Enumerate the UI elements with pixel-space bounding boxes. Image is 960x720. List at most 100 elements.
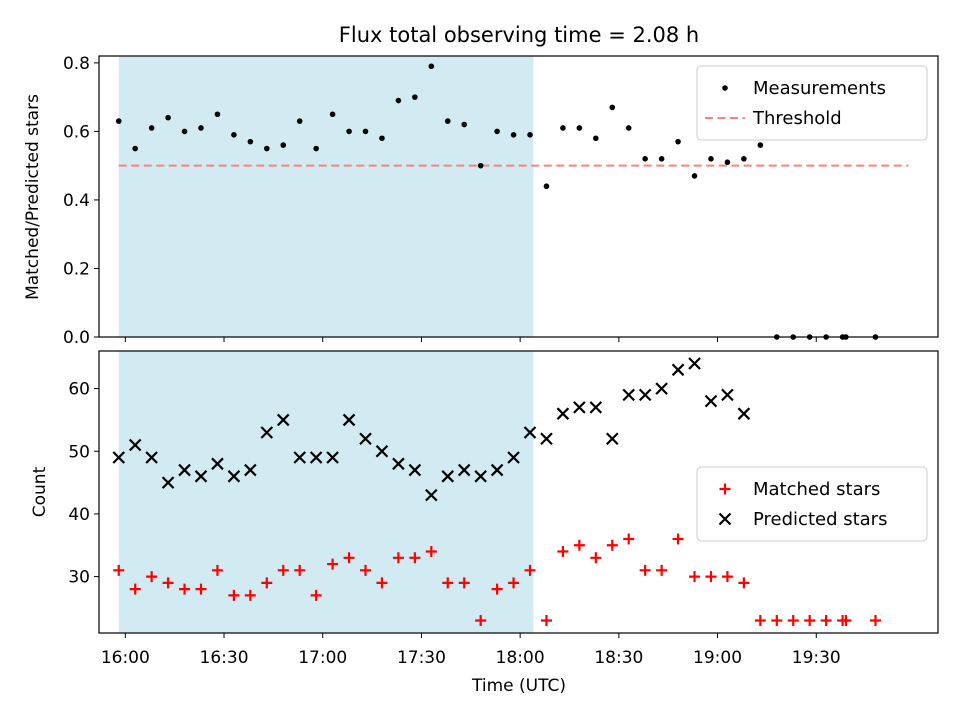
x-tick-label: 19:30 bbox=[792, 648, 841, 668]
data-point bbox=[379, 135, 385, 142]
data-point bbox=[688, 357, 701, 370]
data-point bbox=[194, 470, 208, 483]
data-point bbox=[198, 125, 204, 131]
legend-marker bbox=[718, 512, 732, 526]
data-point bbox=[179, 583, 191, 595]
data-point bbox=[556, 407, 570, 420]
data-point bbox=[161, 476, 175, 489]
data-point bbox=[360, 564, 372, 576]
legend: Measurements Threshold bbox=[696, 65, 928, 141]
data-point bbox=[491, 583, 503, 595]
data-point bbox=[655, 382, 668, 395]
data-point bbox=[738, 577, 750, 589]
data-point bbox=[672, 533, 684, 545]
data-point bbox=[507, 451, 520, 464]
data-point bbox=[408, 463, 422, 477]
data-point bbox=[757, 142, 764, 148]
observing-window-span bbox=[118, 351, 534, 633]
data-point bbox=[724, 159, 731, 166]
data-point bbox=[441, 470, 455, 483]
data-point bbox=[425, 488, 438, 502]
data-point bbox=[342, 413, 356, 427]
data-point bbox=[771, 614, 783, 626]
count-y-axis-label: Count bbox=[30, 466, 50, 517]
data-point bbox=[573, 401, 586, 414]
data-point bbox=[261, 577, 273, 589]
y-tick-label: 0.0 bbox=[63, 328, 90, 348]
data-point bbox=[128, 438, 142, 452]
data-point bbox=[211, 457, 224, 471]
ratio-y-axis-label: Matched/Predicted stars bbox=[23, 94, 43, 300]
data-point bbox=[228, 589, 240, 601]
data-point bbox=[593, 135, 599, 142]
count-panel: 30 40 50 60 16:00 16:30 17:00 17:30 18:00 18:30 19… bbox=[68, 350, 939, 668]
legend-label: Threshold bbox=[752, 108, 842, 129]
data-point bbox=[623, 533, 635, 545]
legend-box bbox=[696, 466, 928, 542]
data-point bbox=[409, 552, 421, 564]
y-tick-label: 0.6 bbox=[63, 122, 90, 142]
data-point bbox=[540, 432, 553, 446]
data-point bbox=[244, 463, 257, 477]
data-point bbox=[310, 589, 322, 601]
data-point bbox=[329, 111, 336, 118]
y-tick-label: 0.4 bbox=[63, 191, 90, 211]
data-point bbox=[442, 577, 454, 589]
ratio-panel: 0.0 0.2 0.4 0.6 0.8 Measurements Threshold bbox=[63, 54, 939, 348]
data-point bbox=[704, 394, 718, 408]
data-point bbox=[869, 614, 881, 626]
data-point bbox=[313, 145, 319, 152]
data-point bbox=[590, 552, 602, 564]
legend-box bbox=[696, 65, 928, 141]
data-point bbox=[589, 401, 603, 414]
x-tick-label: 17:00 bbox=[298, 648, 347, 668]
data-point bbox=[625, 125, 632, 131]
data-point bbox=[671, 363, 685, 377]
data-point bbox=[327, 558, 339, 570]
data-point bbox=[359, 432, 372, 446]
legend-label: Matched stars bbox=[753, 479, 880, 500]
data-point bbox=[276, 413, 290, 427]
data-point bbox=[461, 121, 468, 128]
observing-window-span bbox=[118, 56, 534, 337]
y-tick-label: 0.2 bbox=[63, 259, 90, 279]
data-point bbox=[658, 156, 665, 162]
data-point bbox=[705, 571, 717, 583]
data-point bbox=[425, 546, 437, 558]
data-point bbox=[721, 571, 733, 583]
data-point bbox=[741, 156, 747, 162]
data-point bbox=[211, 564, 223, 576]
data-point bbox=[343, 552, 355, 564]
data-point bbox=[231, 132, 237, 138]
data-point bbox=[146, 571, 158, 583]
data-point bbox=[543, 183, 550, 190]
data-point bbox=[689, 571, 701, 583]
data-point bbox=[754, 614, 766, 626]
data-point bbox=[494, 128, 500, 135]
legend-label: Predicted stars bbox=[753, 509, 887, 530]
data-point bbox=[296, 118, 303, 124]
data-point bbox=[642, 156, 648, 162]
chart-title: Flux total observing time = 2.08 h bbox=[339, 23, 699, 47]
data-point bbox=[181, 128, 188, 135]
data-point bbox=[560, 125, 566, 131]
data-point bbox=[475, 614, 487, 626]
data-point bbox=[309, 451, 323, 464]
data-point bbox=[162, 577, 174, 589]
x-axis-label: Time (UTC) bbox=[471, 676, 566, 696]
legend-marker bbox=[722, 85, 728, 91]
data-point bbox=[244, 589, 256, 601]
data-point bbox=[412, 94, 418, 100]
data-point bbox=[247, 138, 254, 145]
data-point bbox=[129, 583, 141, 595]
data-point bbox=[458, 577, 470, 589]
data-point bbox=[523, 426, 537, 439]
data-point bbox=[112, 451, 126, 464]
data-point bbox=[392, 457, 405, 471]
data-point bbox=[195, 583, 207, 595]
data-point bbox=[293, 451, 306, 464]
x-tick-label: 19:00 bbox=[693, 648, 742, 668]
data-point bbox=[165, 114, 171, 121]
data-point bbox=[708, 156, 714, 162]
